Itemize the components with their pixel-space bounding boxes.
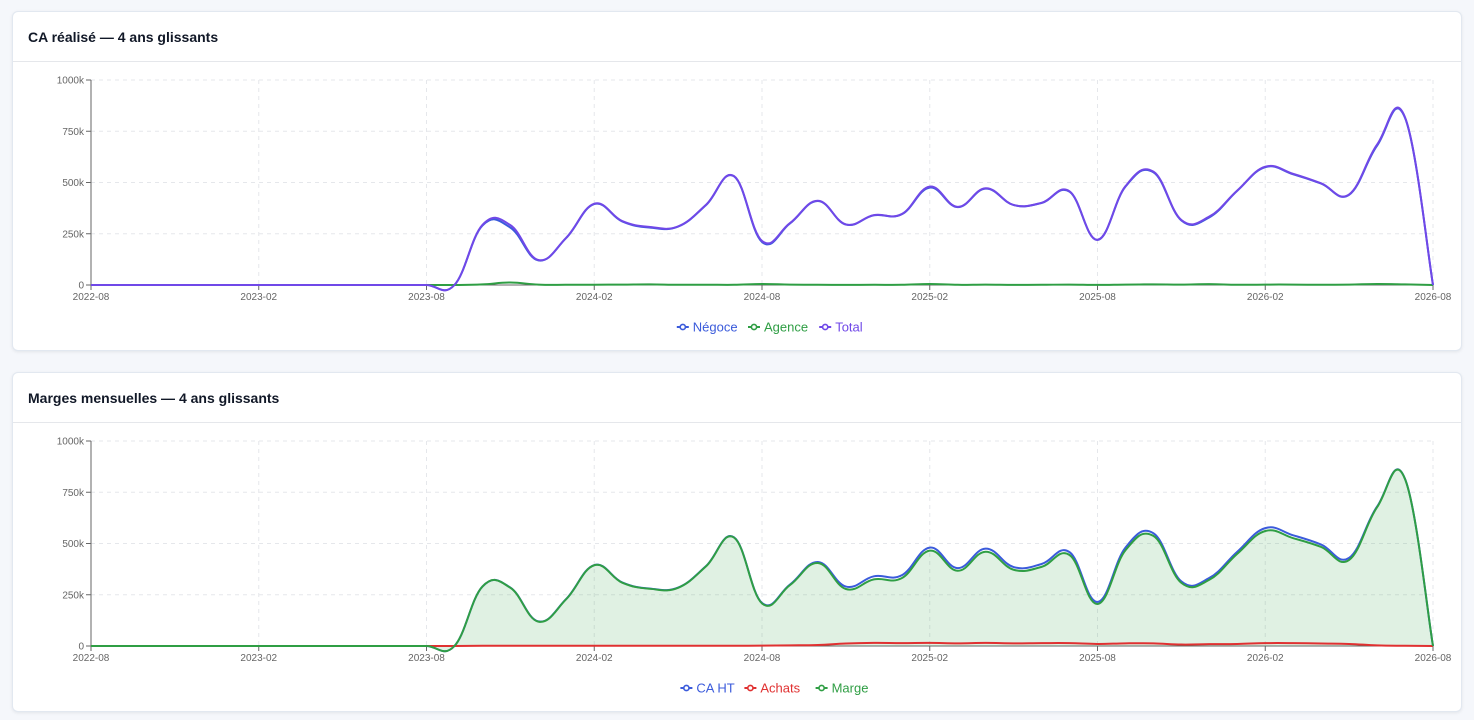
y-tick-label: 1000k (57, 437, 85, 448)
grid (91, 440, 1434, 646)
y-tick-label: 500k (62, 539, 85, 550)
series-layer (90, 106, 1434, 292)
x-tick-label: 2026-08 (1415, 292, 1452, 303)
legend-item-ca-ht[interactable]: CA HT (680, 681, 735, 696)
legend-label: Agence (764, 320, 808, 335)
legend-label: Total (835, 320, 863, 335)
x-tick-label: 2023-02 (240, 653, 277, 664)
legend-label: Marge (832, 681, 869, 696)
legend-item-négoce[interactable]: Négoce (676, 320, 738, 335)
x-tick-label: 2023-08 (408, 653, 445, 664)
series-line-total (90, 106, 1434, 292)
legend-marker (747, 684, 754, 692)
legend-label: Achats (760, 681, 800, 696)
x-tick-label: 2022-08 (73, 653, 110, 664)
x-tick-label: 2022-08 (73, 292, 110, 303)
legend-item-total[interactable]: Total (819, 320, 863, 335)
chart-card-marges: Marges mensuelles — 4 ans glissants 0 250… (12, 372, 1462, 712)
legend-label: CA HT (696, 681, 734, 696)
x-tick-label: 2025-08 (1079, 292, 1116, 303)
legend-item-achats[interactable]: Achats (744, 681, 801, 696)
card-title: CA réalisé — 4 ans glissants (13, 12, 1461, 62)
y-tick-label: 0 (78, 281, 84, 292)
legend-marker (750, 323, 758, 331)
x-tick-label: 2025-02 (911, 292, 948, 303)
x-tick-label: 2025-08 (1079, 653, 1116, 664)
area-marge (91, 469, 1433, 652)
series-layer (90, 468, 1434, 653)
legend-label: Négoce (693, 320, 738, 335)
x-tick-label: 2024-02 (576, 292, 613, 303)
grid (91, 79, 1434, 285)
y-tick-label: 250k (62, 590, 85, 601)
x-tick-label: 2025-02 (911, 653, 948, 664)
legend: Négoce Agence Total (676, 320, 863, 335)
y-tick-label: 750k (62, 127, 85, 138)
legend-marker (683, 684, 690, 692)
legend: CA HT Achats Marge (680, 681, 868, 696)
y-tick-label: 750k (62, 488, 85, 499)
x-tick-label: 2023-02 (240, 292, 277, 303)
y-tick-label: 0 (78, 642, 84, 653)
legend-marker (679, 323, 687, 331)
y-tick-label: 500k (62, 178, 85, 189)
chart-card-ca-realise: CA réalisé — 4 ans glissants 0 250k 500k 75… (12, 11, 1462, 351)
x-tick-label: 2026-02 (1247, 653, 1284, 664)
series-line-négoce (90, 107, 1434, 292)
area-chart-marges: 0 250k 500k 750k 1000k 2022-08 2023-02 2023-08 2… (57, 437, 1452, 696)
x-tick-label: 2023-08 (408, 292, 445, 303)
y-tick-label: 1000k (57, 76, 85, 87)
legend-marker (821, 323, 829, 331)
x-tick-label: 2026-02 (1247, 292, 1284, 303)
x-tick-label: 2024-02 (576, 653, 613, 664)
legend-item-agence[interactable]: Agence (748, 320, 808, 335)
legend-item-marge[interactable]: Marge (815, 681, 869, 696)
line-chart-ca-realise: 0 250k 500k 750k 1000k 2022-08 2023-02 2023-08 2… (57, 76, 1452, 335)
card-title: Marges mensuelles — 4 ans glissants (13, 373, 1461, 423)
legend-marker (818, 684, 825, 692)
x-tick-label: 2024-08 (744, 653, 781, 664)
y-tick-label: 250k (62, 229, 85, 240)
x-tick-label: 2024-08 (744, 292, 781, 303)
x-tick-label: 2026-08 (1415, 653, 1452, 664)
series-line-marge (90, 468, 1434, 653)
